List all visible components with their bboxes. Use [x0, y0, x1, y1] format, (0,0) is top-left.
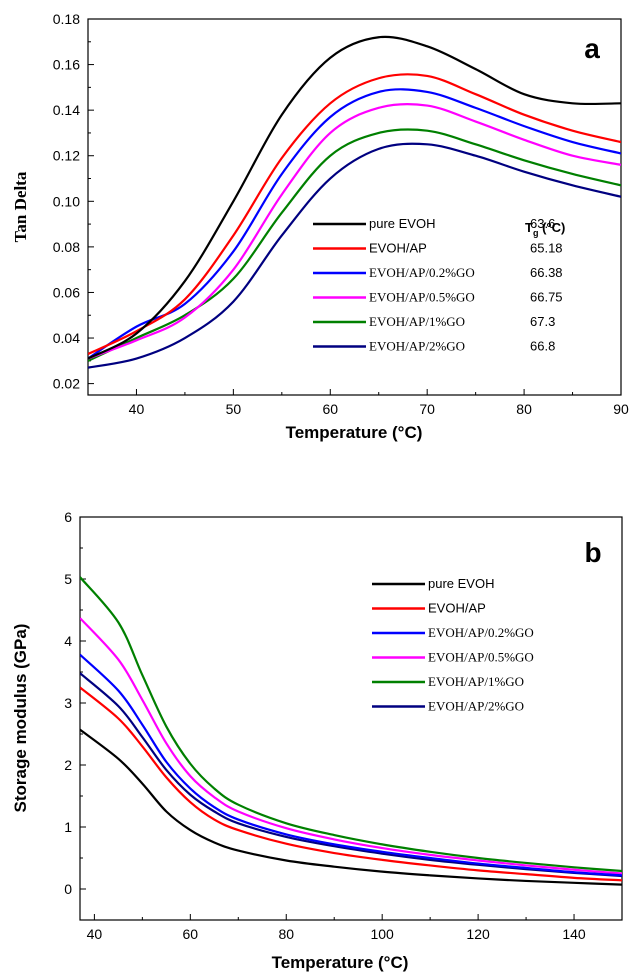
- series-line-pure-evoh: [80, 728, 622, 886]
- plot-frame-b: [79, 516, 623, 921]
- y-tick-label: 2: [64, 757, 72, 773]
- y-ticks-b: 0 1 2 3 4 5 6: [64, 509, 86, 921]
- y-axis-label-a: Tan Delta: [11, 171, 30, 242]
- x-tick-label: 100: [370, 926, 394, 942]
- tg-value: 66.8: [530, 339, 555, 354]
- y-tick-label: 6: [64, 509, 72, 525]
- panel-b: 40 60 80 100 120 140 0 1 2 3 4 5 6 b Temperature (°…: [11, 509, 623, 972]
- y-tick-label: 0: [64, 881, 72, 897]
- series-line-evoh-ap-0-5-go: [80, 617, 622, 875]
- x-tick-label: 40: [129, 401, 145, 417]
- y-tick-label: 1: [64, 819, 72, 835]
- tg-value: 66.38: [530, 265, 563, 280]
- tg-value: 66.75: [530, 290, 563, 305]
- y-tick-label: 0.10: [53, 193, 80, 209]
- series-lines-b: [80, 576, 622, 886]
- tg-header-symbol: T: [525, 220, 533, 235]
- x-axis-label-b: Temperature (°C): [272, 953, 409, 972]
- x-tick-label: 40: [87, 926, 103, 942]
- legend-label: EVOH/AP/1%GO: [428, 674, 524, 689]
- x-axis-label-a: Temperature (°C): [286, 423, 423, 442]
- y-tick-label: 0.14: [53, 102, 80, 118]
- y-tick-label: 0.04: [53, 330, 80, 346]
- legend-label: EVOH/AP/2%GO: [369, 339, 465, 354]
- legend-label: EVOH/AP/0.5%GO: [369, 290, 475, 305]
- tg-value: 67.3: [530, 314, 555, 329]
- plot-frame-a: [87, 18, 622, 396]
- tg-header-sub: g: [533, 228, 539, 238]
- legend-label: pure EVOH: [369, 216, 435, 231]
- legend-label: EVOH/AP/0.2%GO: [428, 625, 534, 640]
- y-tick-label: 0.08: [53, 239, 80, 255]
- y-tick-label: 0.06: [53, 284, 80, 300]
- y-axis-label-b: Storage modulus (GPa): [11, 624, 30, 813]
- series-line-evoh-ap-1-go: [80, 576, 622, 873]
- panel-a: 40 50 60 70 80 90 0.02 0.04 0.06 0.08 0.10 0.12 0.1…: [11, 11, 629, 442]
- legend-a: pure EVOH 63.6 EVOH/AP 65.18 EVOH/AP/0.2%GO 6…: [313, 216, 563, 354]
- y-tick-label: 0.18: [53, 11, 80, 27]
- y-tick-label: 5: [64, 571, 72, 587]
- x-tick-label: 80: [516, 401, 532, 417]
- panel-label-a: a: [584, 33, 600, 64]
- legend-label: EVOH/AP/0.5%GO: [428, 650, 534, 665]
- y-tick-label: 4: [64, 633, 72, 649]
- series-line-evoh-ap-0-2-go: [88, 88, 621, 360]
- legend-label: EVOH/AP: [369, 241, 427, 256]
- series-line-evoh-ap: [88, 73, 621, 355]
- panel-label-b: b: [584, 537, 601, 568]
- series-line-evoh-ap: [80, 686, 622, 882]
- series-line-pure-evoh: [88, 35, 621, 360]
- x-ticks-a: 40 50 60 70 80 90: [87, 389, 629, 417]
- x-tick-label: 60: [322, 401, 338, 417]
- series-line-evoh-ap-0-2-go: [80, 653, 622, 877]
- x-tick-label: 70: [419, 401, 435, 417]
- y-tick-label: 3: [64, 695, 72, 711]
- series-lines-a: [88, 35, 621, 369]
- tg-table-header: Tg (°C): [525, 220, 565, 238]
- series-line-evoh-ap-2-go: [88, 142, 621, 369]
- y-tick-label: 0.02: [53, 376, 80, 392]
- legend-label: EVOH/AP/1%GO: [369, 314, 465, 329]
- x-tick-label: 90: [613, 401, 629, 417]
- y-ticks-a: 0.02 0.04 0.06 0.08 0.10 0.12 0.14 0.16 0.18: [53, 11, 94, 392]
- x-tick-label: 140: [562, 926, 586, 942]
- tg-value: 65.18: [530, 241, 563, 256]
- series-line-evoh-ap-0-5-go: [88, 103, 621, 360]
- x-ticks-b: 40 60 80 100 120 140: [87, 914, 623, 942]
- x-tick-label: 120: [466, 926, 490, 942]
- legend-b: pure EVOH EVOH/AP EVOH/AP/0.2%GO EVOH/AP/0.…: [372, 576, 534, 714]
- series-line-evoh-ap-1-go: [88, 128, 621, 362]
- x-tick-label: 60: [183, 926, 199, 942]
- x-tick-label: 50: [226, 401, 242, 417]
- x-tick-label: 80: [278, 926, 294, 942]
- y-tick-label: 0.16: [53, 57, 80, 73]
- tg-value: 63.6: [530, 216, 555, 231]
- legend-label: EVOH/AP/2%GO: [428, 699, 524, 714]
- legend-label: EVOH/AP: [428, 601, 486, 616]
- legend-label: pure EVOH: [428, 576, 494, 591]
- legend-label: EVOH/AP/0.2%GO: [369, 265, 475, 280]
- tg-header-unit: (°C): [538, 220, 565, 235]
- series-line-evoh-ap-2-go: [80, 672, 622, 878]
- y-tick-label: 0.12: [53, 148, 80, 164]
